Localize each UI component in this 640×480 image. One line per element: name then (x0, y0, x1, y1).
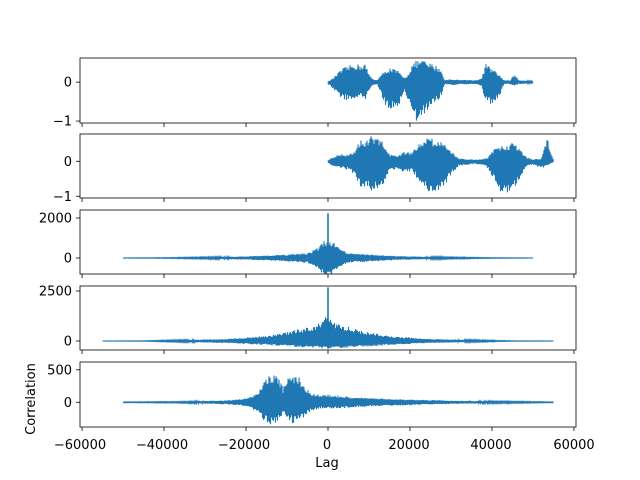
x-tick-label: 40000 (470, 438, 511, 453)
x-axis-label: Lag (315, 456, 338, 471)
x-tick-label: 20000 (388, 438, 429, 453)
series-trace (122, 375, 554, 425)
y-tick-label: 0 (64, 76, 72, 91)
y-tick-label: −1 (53, 115, 72, 130)
x-tick-label: 60000 (553, 438, 594, 453)
y-tick-label: 500 (47, 363, 72, 378)
panel-cross-correlation: 500 0 (47, 361, 577, 431)
series-trace (327, 136, 554, 193)
series-trace (327, 60, 534, 121)
y-axis-label: Correlation (24, 363, 39, 435)
panel-signal-1: 0 −1 (53, 57, 577, 130)
x-tick-label: −60000 (54, 438, 106, 453)
x-tick-label: −40000 (136, 438, 188, 453)
x-tick-label: 0 (323, 438, 331, 453)
panel-autocorrelation-2: 2500 0 (39, 285, 577, 354)
panel-autocorrelation-1: 2000 0 (39, 209, 577, 278)
y-tick-label: 0 (64, 155, 72, 170)
y-tick-label: 0 (64, 252, 72, 267)
y-tick-label: 0 (64, 396, 72, 411)
y-tick-label: 2000 (39, 212, 72, 227)
x-tick-labels: −60000 −40000 −20000 0 20000 40000 60000 (54, 438, 595, 453)
panels: 0 −1 0 −1 2000 0 2500 0 500 0 (39, 57, 577, 431)
y-tick-label: −1 (53, 190, 72, 205)
panel-signal-2: 0 −1 (53, 133, 577, 205)
y-tick-label: 2500 (39, 285, 72, 300)
x-tick-label: −20000 (218, 438, 270, 453)
y-tick-label: 0 (64, 335, 72, 350)
